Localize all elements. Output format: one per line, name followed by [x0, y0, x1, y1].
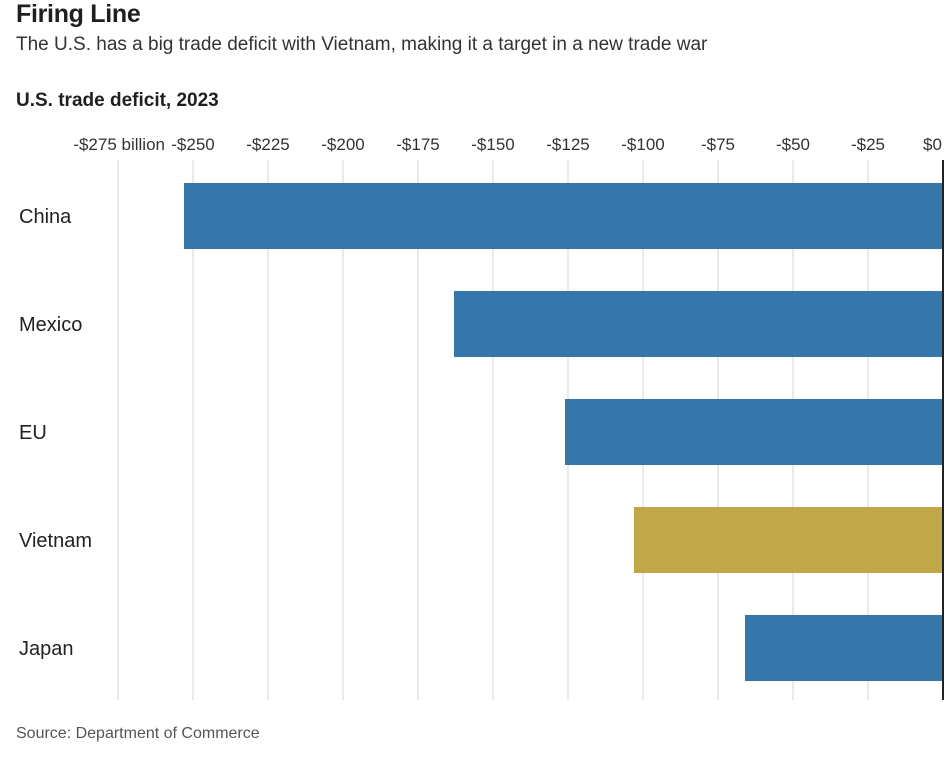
category-label: EU: [19, 422, 47, 444]
tick-label: -$250: [171, 135, 214, 154]
tick-label: -$200: [321, 135, 364, 154]
chart-heading: U.S. trade deficit, 2023: [16, 90, 219, 111]
category-label: Mexico: [19, 314, 82, 336]
bar-china: [184, 183, 943, 249]
category-label: Vietnam: [19, 530, 92, 552]
category-label: China: [19, 206, 72, 228]
source-note: Source: Department of Commerce: [16, 725, 260, 742]
tick-label: -$275 billion: [73, 135, 165, 154]
tick-label: -$50: [776, 135, 810, 154]
category-label: Japan: [19, 638, 74, 660]
bar-vietnam: [634, 507, 943, 573]
bar-japan: [745, 615, 943, 681]
tick-label: -$125: [546, 135, 589, 154]
tick-label: -$150: [471, 135, 514, 154]
tick-label: -$225: [246, 135, 289, 154]
bar-mexico: [454, 291, 943, 357]
tick-label: $0: [923, 135, 942, 154]
chart-title: Firing Line: [16, 0, 141, 28]
tick-label: -$175: [396, 135, 439, 154]
tick-label: -$25: [851, 135, 885, 154]
tick-label: -$75: [701, 135, 735, 154]
chart-subtitle: The U.S. has a big trade deficit with Vi…: [16, 34, 708, 55]
bar-eu: [565, 399, 943, 465]
tick-label: -$100: [621, 135, 664, 154]
